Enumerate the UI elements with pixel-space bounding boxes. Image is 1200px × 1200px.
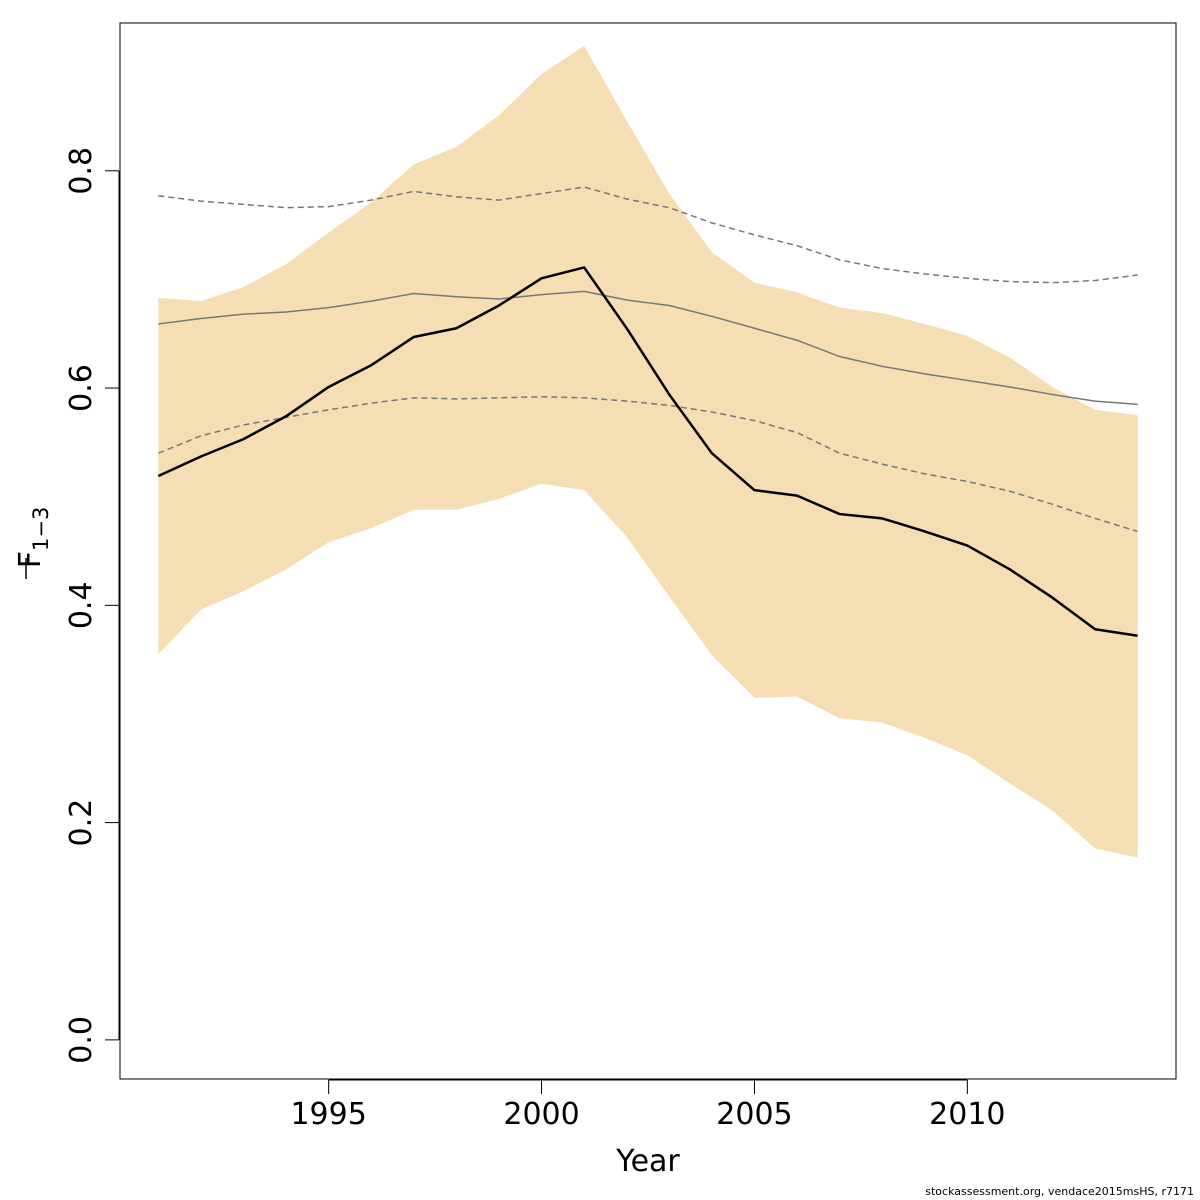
series-lines-layer (157, 186, 1138, 637)
confidence-band (158, 45, 1138, 858)
x-tick-label: 2005 (716, 1097, 792, 1132)
series-line-reference-upper (158, 186, 1138, 284)
x-tick-label: 2010 (929, 1097, 1005, 1132)
y-tick-label: 0.8 (64, 147, 99, 195)
y-tick-label: 0.6 (64, 364, 99, 412)
x-tick-label: 2000 (503, 1097, 579, 1132)
x-tick-label: 1995 (290, 1097, 366, 1132)
x-axis-title: Year (615, 1144, 680, 1179)
footer-credit: stockassessment.org, vendace2015msHS, r7… (925, 1185, 1194, 1198)
y-tick-label: 0.4 (64, 581, 99, 629)
y-axis-title: F 1−3 (13, 507, 53, 579)
series-line-reference-lower (158, 395, 1138, 533)
series-line-estimate (157, 266, 1138, 637)
plot-frame (119, 22, 1177, 1080)
y-axis-title-main: F (13, 551, 48, 568)
series-line-reference (158, 290, 1138, 406)
y-axis: 0.0 0.2 0.4 0.6 0.8 (64, 147, 120, 1064)
y-tick-label: 0.0 (64, 1016, 99, 1064)
y-axis-title-subscript: 1−3 (29, 507, 53, 551)
y-tick-label: 0.2 (64, 799, 99, 847)
x-axis: 1995 2000 2005 2010 (290, 1079, 1006, 1132)
confidence-band-layer (158, 45, 1138, 858)
